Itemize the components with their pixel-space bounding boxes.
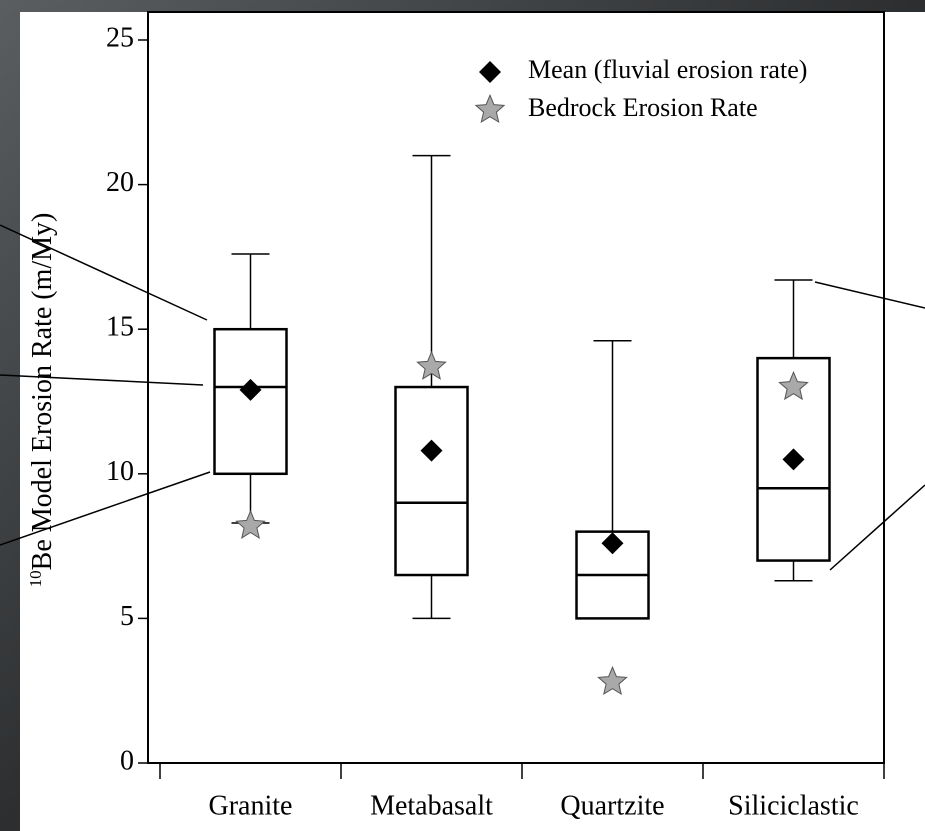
annotation-line (0, 224, 208, 321)
y-tick-label: 0 (120, 745, 134, 776)
annotation-line (0, 471, 211, 546)
bedrock-marker (778, 370, 809, 401)
mean-marker (420, 439, 443, 462)
y-label-superscript: 10 (26, 570, 45, 587)
plot-frame (147, 11, 885, 764)
y-tick-label: 20 (106, 167, 134, 198)
annotation-lines (0, 224, 925, 571)
y-tick-label: 5 (120, 601, 134, 632)
y-tick-label: 25 (106, 22, 134, 53)
legend-marker (474, 93, 506, 124)
x-tick-label: Quartzite (560, 790, 664, 821)
bedrock-marker (416, 350, 447, 380)
x-tick-label: Granite (209, 790, 293, 821)
y-tick-label: 10 (106, 456, 134, 487)
x-tick-label: Siliciclastic (728, 790, 859, 821)
legend-marker (479, 61, 501, 83)
y-axis-label: 10Be Model Erosion Rate (m/My) (26, 213, 59, 588)
annotation-line (0, 374, 204, 386)
box (213, 327, 288, 476)
annotation-line (829, 484, 925, 571)
legend-label: Mean (fluvial erosion rate) (528, 55, 807, 84)
y-tick-label: 15 (106, 312, 134, 343)
box (756, 356, 831, 562)
mean-marker (601, 532, 624, 555)
annotation-line (814, 281, 925, 309)
bedrock-marker (597, 665, 628, 696)
x-tick-label: Metabasalt (370, 790, 493, 821)
bedrock-marker (235, 509, 266, 539)
y-label-text: Be Model Erosion Rate (m/My) (27, 213, 58, 571)
mean-marker (239, 378, 262, 401)
mean-marker (782, 448, 805, 471)
legend-label: Bedrock Erosion Rate (528, 93, 758, 122)
plot-panel (20, 12, 925, 831)
box (394, 385, 469, 577)
